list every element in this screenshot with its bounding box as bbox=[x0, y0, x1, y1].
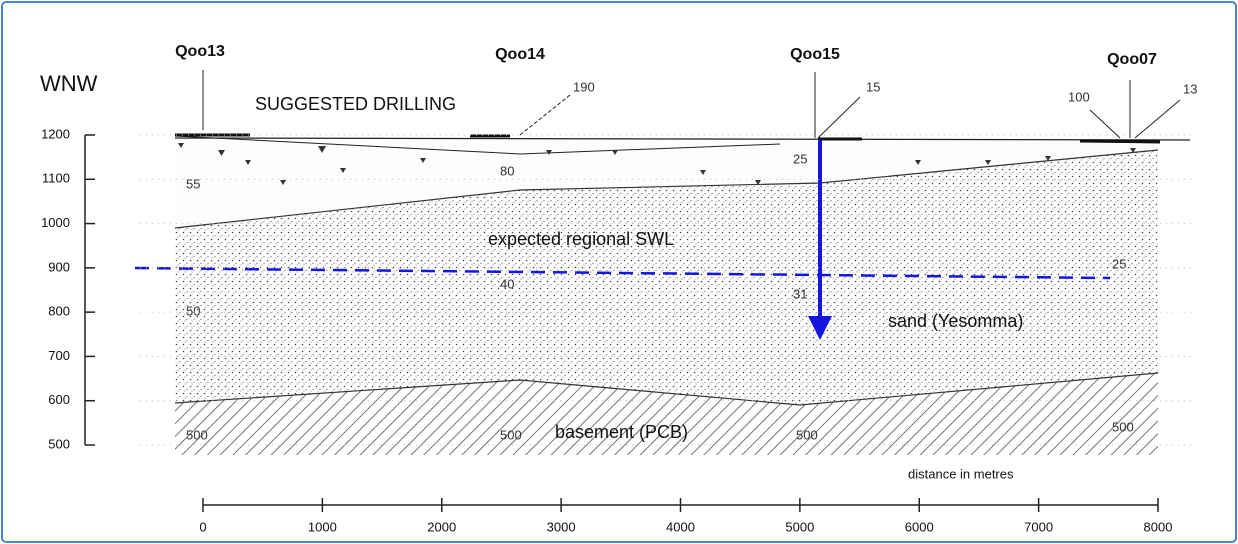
y-tick-label: 700 bbox=[48, 348, 70, 363]
well-label: Qoo14 bbox=[495, 46, 545, 63]
x-tick-label: 4000 bbox=[666, 519, 695, 534]
layer-number: 500 bbox=[500, 427, 522, 442]
x-tick-label: 1000 bbox=[308, 519, 337, 534]
x-tick-label: 3000 bbox=[547, 519, 576, 534]
well-label: Qoo15 bbox=[790, 46, 840, 63]
x-tick-label: 7000 bbox=[1024, 519, 1053, 534]
depth-label: 100 bbox=[1068, 89, 1090, 104]
y-tick-label: 1200 bbox=[41, 126, 70, 141]
annotation: SUGGESTED DRILLING bbox=[255, 94, 456, 114]
y-tick-label: 600 bbox=[48, 392, 70, 407]
depth-label: 13 bbox=[1183, 81, 1197, 96]
screen bbox=[1080, 141, 1160, 142]
layer-number: 500 bbox=[1112, 419, 1134, 434]
layer-number: 55 bbox=[186, 176, 200, 191]
layer-number: 25 bbox=[1112, 256, 1126, 271]
x-tick-label: 8000 bbox=[1144, 519, 1173, 534]
x-tick-label: 0 bbox=[199, 519, 206, 534]
well-label: Qoo07 bbox=[1107, 51, 1157, 68]
layer-number: 40 bbox=[500, 276, 514, 291]
x-tick-label: 5000 bbox=[785, 519, 814, 534]
well-label: Qoo13 bbox=[175, 43, 225, 60]
layer-number: 50 bbox=[186, 303, 200, 318]
y-tick-label: 800 bbox=[48, 304, 70, 319]
layer-number: 80 bbox=[500, 163, 514, 178]
y-tick-label: 900 bbox=[48, 259, 70, 274]
x-axis-title: distance in metres bbox=[908, 466, 1014, 481]
layer-number: 25 bbox=[793, 151, 807, 166]
depth-label: 15 bbox=[866, 79, 880, 94]
page: {"header": {"direction": "WNW"}, "wells"… bbox=[0, 0, 1238, 544]
annotation: basement (PCB) bbox=[555, 422, 688, 442]
x-tick-label: 2000 bbox=[427, 519, 456, 534]
y-tick-label: 500 bbox=[48, 436, 70, 451]
layer-number: 31 bbox=[793, 286, 807, 301]
x-tick-label: 6000 bbox=[905, 519, 934, 534]
layer-number: 500 bbox=[186, 427, 208, 442]
depth-label: 190 bbox=[573, 79, 595, 94]
y-tick-label: 1000 bbox=[41, 215, 70, 230]
annotation: expected regional SWL bbox=[488, 229, 674, 249]
direction: WNW bbox=[40, 71, 98, 96]
layer-number: 500 bbox=[796, 427, 818, 442]
cross-section: WNW Qoo13 Qoo14 Qoo15 Qoo07 190 15 100 1… bbox=[0, 0, 1238, 544]
annotation: sand (Yesomma) bbox=[888, 311, 1023, 331]
y-tick-label: 1100 bbox=[42, 171, 70, 186]
